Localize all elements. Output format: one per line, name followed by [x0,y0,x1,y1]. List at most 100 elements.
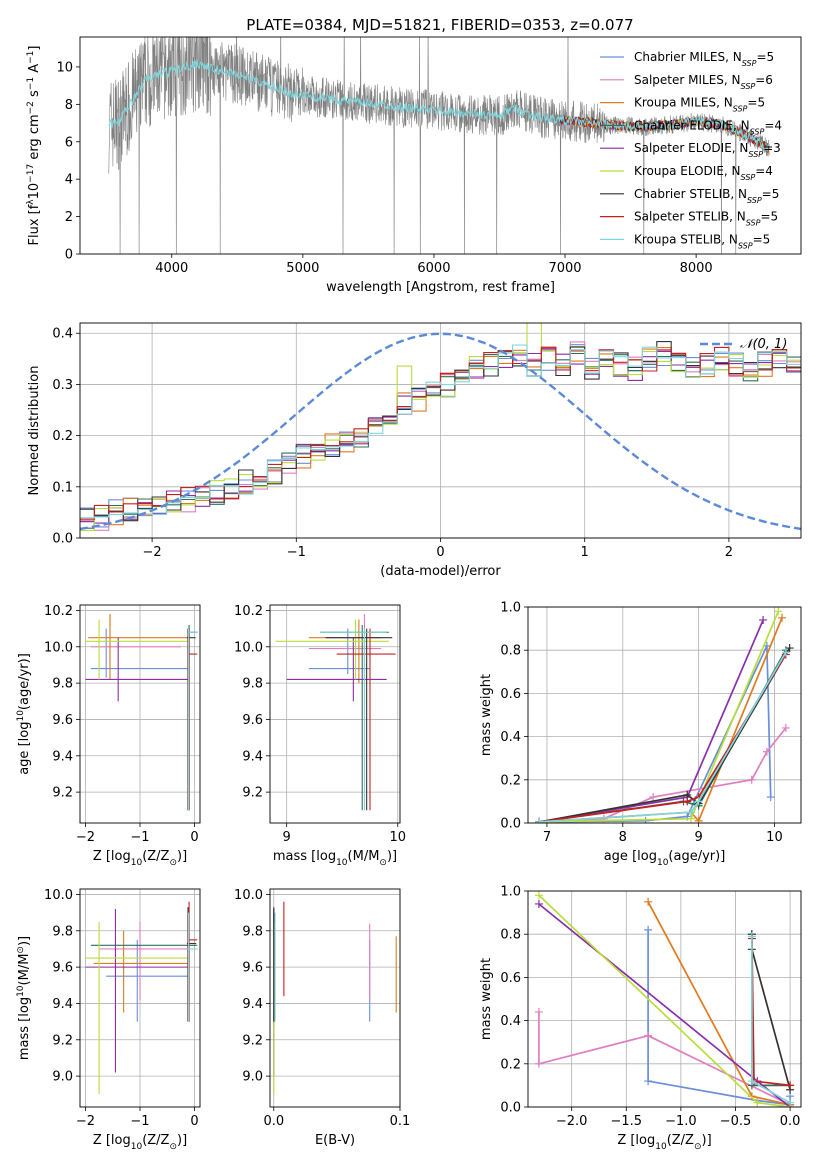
x-tick-label: 8 [619,830,627,845]
legend-label-chabrier_stelib: Chabrier STELIB, NSSP=5 [634,187,779,205]
weight-marker-chabrier_miles [644,925,653,934]
x-tick-label: −1 [130,1114,149,1129]
y-tick-label: 9.8 [242,677,263,692]
plot-area [534,891,795,1107]
y-tick-label: 10.0 [44,888,73,903]
y-tick-label: 9.6 [242,961,263,976]
axes-frame [527,890,802,1108]
y-tick-label: 10.0 [234,888,263,903]
y-tick-label: 9.6 [242,713,263,728]
legend-label-chabrier_miles: Chabrier MILES, NSSP=5 [634,50,774,68]
weight-line-salpeter_miles [538,1012,791,1106]
x-tick-label: −0.5 [720,1114,752,1129]
y-tick-label: 0.6 [500,687,521,702]
plot-area [275,614,396,811]
histogram-chabrier_stelib [80,341,801,522]
plot-area [85,901,198,1095]
histogram-salpeter_stelib [80,346,801,520]
y-tick-label: 9.4 [242,997,263,1012]
x-axis-label: mass [log10(M/M⊙)] [273,849,397,868]
weight-marker-chabrier_miles [641,816,650,823]
y-tick-label: 9.8 [52,924,73,939]
plot-area [535,607,794,823]
x-tick-label: 0 [190,1114,198,1129]
axes-frame [79,36,802,255]
y-tick-label: 0.4 [52,327,73,342]
x-tick-label: 4000 [155,261,188,276]
weight-marker-kroupa_stelib [687,808,696,817]
weight-marker-kroupa_stelib [535,817,544,823]
x-tick-label: 10 [390,830,407,845]
x-tick-label: 7 [543,830,551,845]
y-tick-label: 4 [65,173,73,188]
x-axis-label: age [log10(age/yr)] [604,849,726,868]
legend-label-salpeter_miles: Salpeter MILES, NSSP=6 [634,73,773,91]
weight-marker-salpeter_miles [762,747,771,756]
y-tick-label: 9.2 [52,1033,73,1048]
weight-marker-salpeter_miles [644,1031,653,1040]
x-tick-label: 0.0 [780,1114,801,1129]
panel-mass_vs_Z: −2 −1 0 9.0 9.2 9.4 9.6 9.8 10.0 Z [log10(Z/Z⊙)] m… [16,888,201,1152]
model-fit-kroupa_stelib [108,59,770,152]
histogram-kroupa_stelib [80,344,801,519]
y-tick-label: 9.0 [242,1070,263,1085]
weight-marker-kroupa_miles [778,613,787,622]
y-tick-label: 10.2 [234,604,263,619]
x-tick-label: −2 [76,1114,95,1129]
x-tick-label: 0.1 [390,1114,411,1129]
y-tick-label: 0.1 [52,480,73,495]
panel-age_vs_Z: −2 −1 0 9.2 9.4 9.6 9.8 10.0 10.2 Z [log10(Z/Z⊙)]… [16,604,201,868]
x-axis-label: (data-model)/error [380,564,501,579]
y-tick-label: 0.6 [500,971,521,986]
x-tick-label: −1.5 [610,1114,642,1129]
axes-frame [79,888,201,1108]
x-tick-label: 6000 [417,261,450,276]
y-tick-label: 9.2 [52,786,73,801]
histogram-kroupa_elodie [80,323,801,532]
weight-marker-kroupa_elodie [534,891,543,900]
y-tick-label: 0.4 [500,730,521,745]
x-tick-label: 0 [190,830,198,845]
figure-title: PLATE=0384, MJD=51821, FIBERID=0353, z=0… [246,16,633,34]
weight-marker-kroupa_elodie [753,1098,762,1107]
axes-frame [269,888,401,1108]
y-tick-label: 0.2 [500,773,521,788]
gridlines [270,605,400,823]
axes-frame [79,604,201,824]
weight-marker-salpeter_miles [534,1059,543,1068]
x-tick-label: 8000 [680,261,713,276]
legend-label-salpeter_elodie: Salpeter ELODIE, NSSP=3 [634,141,781,159]
y-tick-label: 6 [65,135,73,150]
axes-frame [79,322,802,539]
gaussian-legend-label: 𝒩(0, 1) [740,337,787,352]
y-axis-label: mass [log10(M/M⊙)] [16,936,32,1060]
y-tick-label: 0.8 [500,928,521,943]
x-tick-label: 9 [694,830,702,845]
x-tick-label: −2.0 [556,1114,588,1129]
y-tick-label: 9.4 [52,997,73,1012]
y-tick-label: 10.0 [234,640,263,655]
x-tick-label: −2 [143,545,162,560]
x-axis-label: Z [log10(Z/Z⊙)] [93,849,187,868]
panel-mass_vs_ebv: 0.0 0.1 9.0 9.2 9.4 9.6 9.8 10.0 E(B-V) [234,888,410,1148]
legend-label-kroupa_miles: Kroupa MILES, NSSP=5 [634,96,765,114]
panel-mass_weight_vs_age: 7 8 9 10 0.0 0.2 0.4 0.6 0.8 1.0 age [log10(age/yr… [479,601,802,868]
weight-marker-kroupa_stelib [747,1077,756,1086]
y-axis-label: Normed distribution [27,366,42,496]
y-axis-label: Flux [fλ10−17 erg cm−2 s−1 A−1] [26,46,42,246]
y-tick-label: 2 [65,210,73,225]
legend-label-kroupa_stelib: Kroupa STELIB, NSSP=5 [634,232,770,250]
x-tick-label: −1 [130,830,149,845]
x-axis-label: Z [log10(Z/Z⊙)] [617,1133,711,1152]
x-tick-label: 0.0 [263,1114,284,1129]
x-tick-label: 1 [581,545,589,560]
y-tick-label: 9.6 [52,961,73,976]
panel-spectrum: 4000 5000 6000 7000 8000 0 2 4 6 8 10 wavelength [A… [26,36,802,295]
y-axis-label: age [log10(age/yr)] [16,653,32,775]
y-tick-label: 0.8 [500,644,521,659]
y-tick-label: 9.4 [52,749,73,764]
x-tick-label: −1.0 [665,1114,697,1129]
y-tick-label: 9.0 [52,1070,73,1085]
